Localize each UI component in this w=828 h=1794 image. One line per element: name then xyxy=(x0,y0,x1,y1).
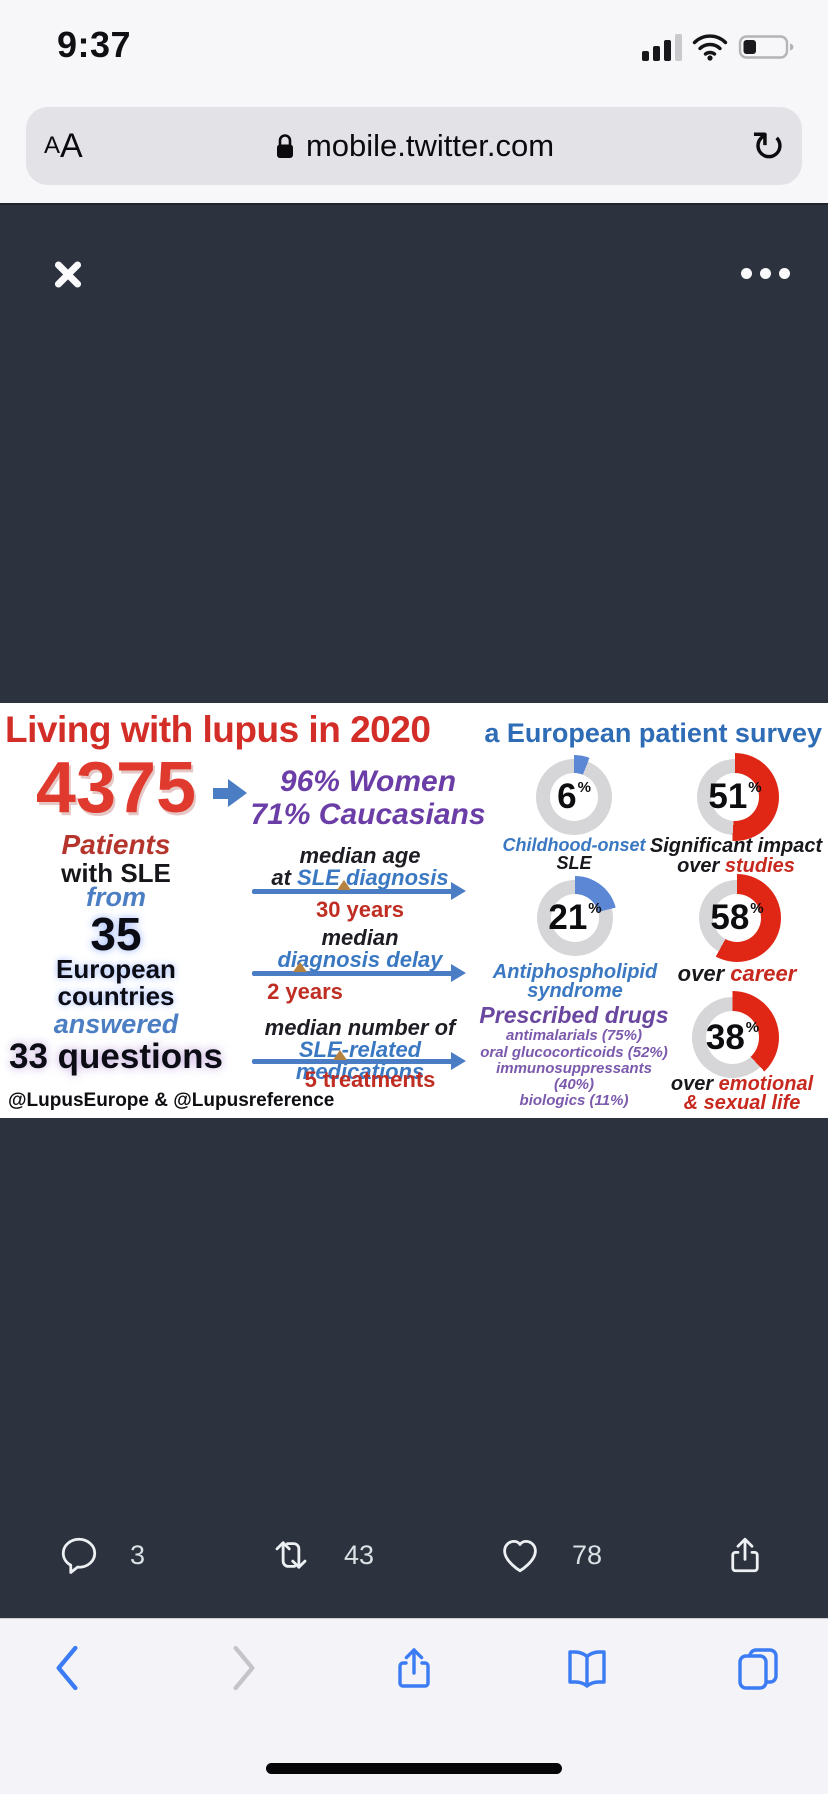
infographic-subtitle: a European patient survey xyxy=(484,718,822,748)
prescribed-item: biologics (11%) xyxy=(519,1092,629,1109)
timeline-arrow xyxy=(252,882,466,900)
label-impact-emotional: over emotional & sexual life xyxy=(670,1073,814,1114)
url-field[interactable]: mobile.twitter.com xyxy=(26,107,802,185)
book-icon xyxy=(568,1650,606,1688)
retweet-icon xyxy=(275,1541,307,1569)
tweet-image-infographic[interactable]: Living with lupus in 2020 a European pat… xyxy=(0,703,828,1118)
reply-button[interactable]: 3 xyxy=(58,1534,145,1576)
tabs-button[interactable] xyxy=(728,1638,788,1698)
refresh-button[interactable]: ↻ xyxy=(750,122,786,170)
metric-age-value: 30 years xyxy=(315,897,405,922)
chevron-right-icon xyxy=(233,1645,255,1691)
retweet-count: 43 xyxy=(344,1539,375,1570)
back-button[interactable] xyxy=(37,1638,97,1698)
reply-count: 3 xyxy=(130,1539,146,1570)
prescribed-item: oral glucocorticoids (52%) xyxy=(480,1043,668,1061)
share-icon xyxy=(731,1537,759,1573)
retweet-button[interactable]: 43 xyxy=(268,1534,374,1576)
reply-icon xyxy=(61,1537,97,1574)
label-impact-studies: Significant impact over studies xyxy=(649,835,823,877)
signal-strength-icon xyxy=(642,33,682,61)
from-word: from xyxy=(86,882,146,912)
questions-count: 33 questions xyxy=(9,1037,223,1076)
timeline-arrow xyxy=(252,1052,466,1070)
share-tweet-button[interactable] xyxy=(724,1534,766,1576)
label-childhood-onset: Childhood-onset SLE xyxy=(502,835,646,873)
chevron-left-icon xyxy=(56,1645,78,1691)
timeline-marker xyxy=(337,880,351,890)
like-button[interactable]: 78 xyxy=(498,1534,602,1576)
tabs-icon xyxy=(738,1648,778,1690)
wifi-icon xyxy=(692,34,728,61)
countries-count: 35 xyxy=(90,908,142,960)
like-count: 78 xyxy=(572,1539,603,1570)
reader-a-large: A xyxy=(60,126,83,165)
countries-label: European countries xyxy=(56,954,176,1011)
metric-age-label: median age at SLE diagnosis xyxy=(271,843,449,890)
demographics: 96% Women 71% Caucasians xyxy=(250,765,486,831)
forward-button[interactable] xyxy=(214,1638,274,1698)
label-antiphospholipid: Antiphospholipid syndrome xyxy=(492,961,658,1002)
reader-a-small: A xyxy=(44,132,61,159)
metric-delay-label: median diagnosis delay xyxy=(277,925,443,972)
prescribed-item: immunosuppressants (40%) xyxy=(496,1060,652,1093)
close-icon[interactable] xyxy=(50,256,86,292)
donut-impact-emotional: 38% xyxy=(686,991,779,1084)
metric-delay-value: 2 years xyxy=(267,979,343,1004)
timeline-marker xyxy=(293,962,307,972)
bookmarks-button[interactable] xyxy=(557,1638,617,1698)
credit-handles: @LupusEurope & @Lupusreference xyxy=(8,1090,335,1111)
battery-icon xyxy=(738,35,794,59)
patients-count: 4375 xyxy=(35,748,197,828)
infographic-title: Living with lupus in 2020 xyxy=(5,709,431,750)
with-sle-text: with SLE xyxy=(61,858,171,888)
share-page-button[interactable] xyxy=(384,1638,444,1698)
donut-impact-career: 58% xyxy=(693,874,781,962)
label-impact-career: over career xyxy=(677,961,797,986)
donut-impact-studies: 51% xyxy=(691,753,779,841)
infographic-title-row: Living with lupus in 2020 a European pat… xyxy=(5,709,822,751)
donut-antiphospholipid: 21% xyxy=(531,874,619,962)
heart-icon xyxy=(503,1539,537,1573)
home-indicator xyxy=(266,1763,562,1774)
timeline-marker xyxy=(333,1050,347,1060)
share-icon xyxy=(398,1648,430,1688)
metric-medications-label: median number of SLE-related medications xyxy=(264,1015,456,1084)
timeline-arrow xyxy=(252,964,466,982)
url-text: mobile.twitter.com xyxy=(305,128,555,163)
right-arrow-icon xyxy=(213,779,247,807)
prescribed-item: antimalarials (75%) xyxy=(506,1027,642,1044)
answered-word: answered xyxy=(53,1009,179,1039)
patients-word: Patients xyxy=(61,829,171,860)
prescribed-drugs-title: Prescribed drugs xyxy=(479,1002,669,1028)
metric-medications-value: 5 treatments xyxy=(304,1067,436,1092)
more-options-icon[interactable] xyxy=(741,268,790,279)
donut-childhood-onset: 6% xyxy=(530,753,618,841)
prescribed-drugs: Prescribed drugs antimalarials (75%) ora… xyxy=(478,1003,670,1109)
status-icons xyxy=(642,33,796,61)
lock-icon xyxy=(276,133,293,158)
clock: 9:37 xyxy=(57,24,132,65)
